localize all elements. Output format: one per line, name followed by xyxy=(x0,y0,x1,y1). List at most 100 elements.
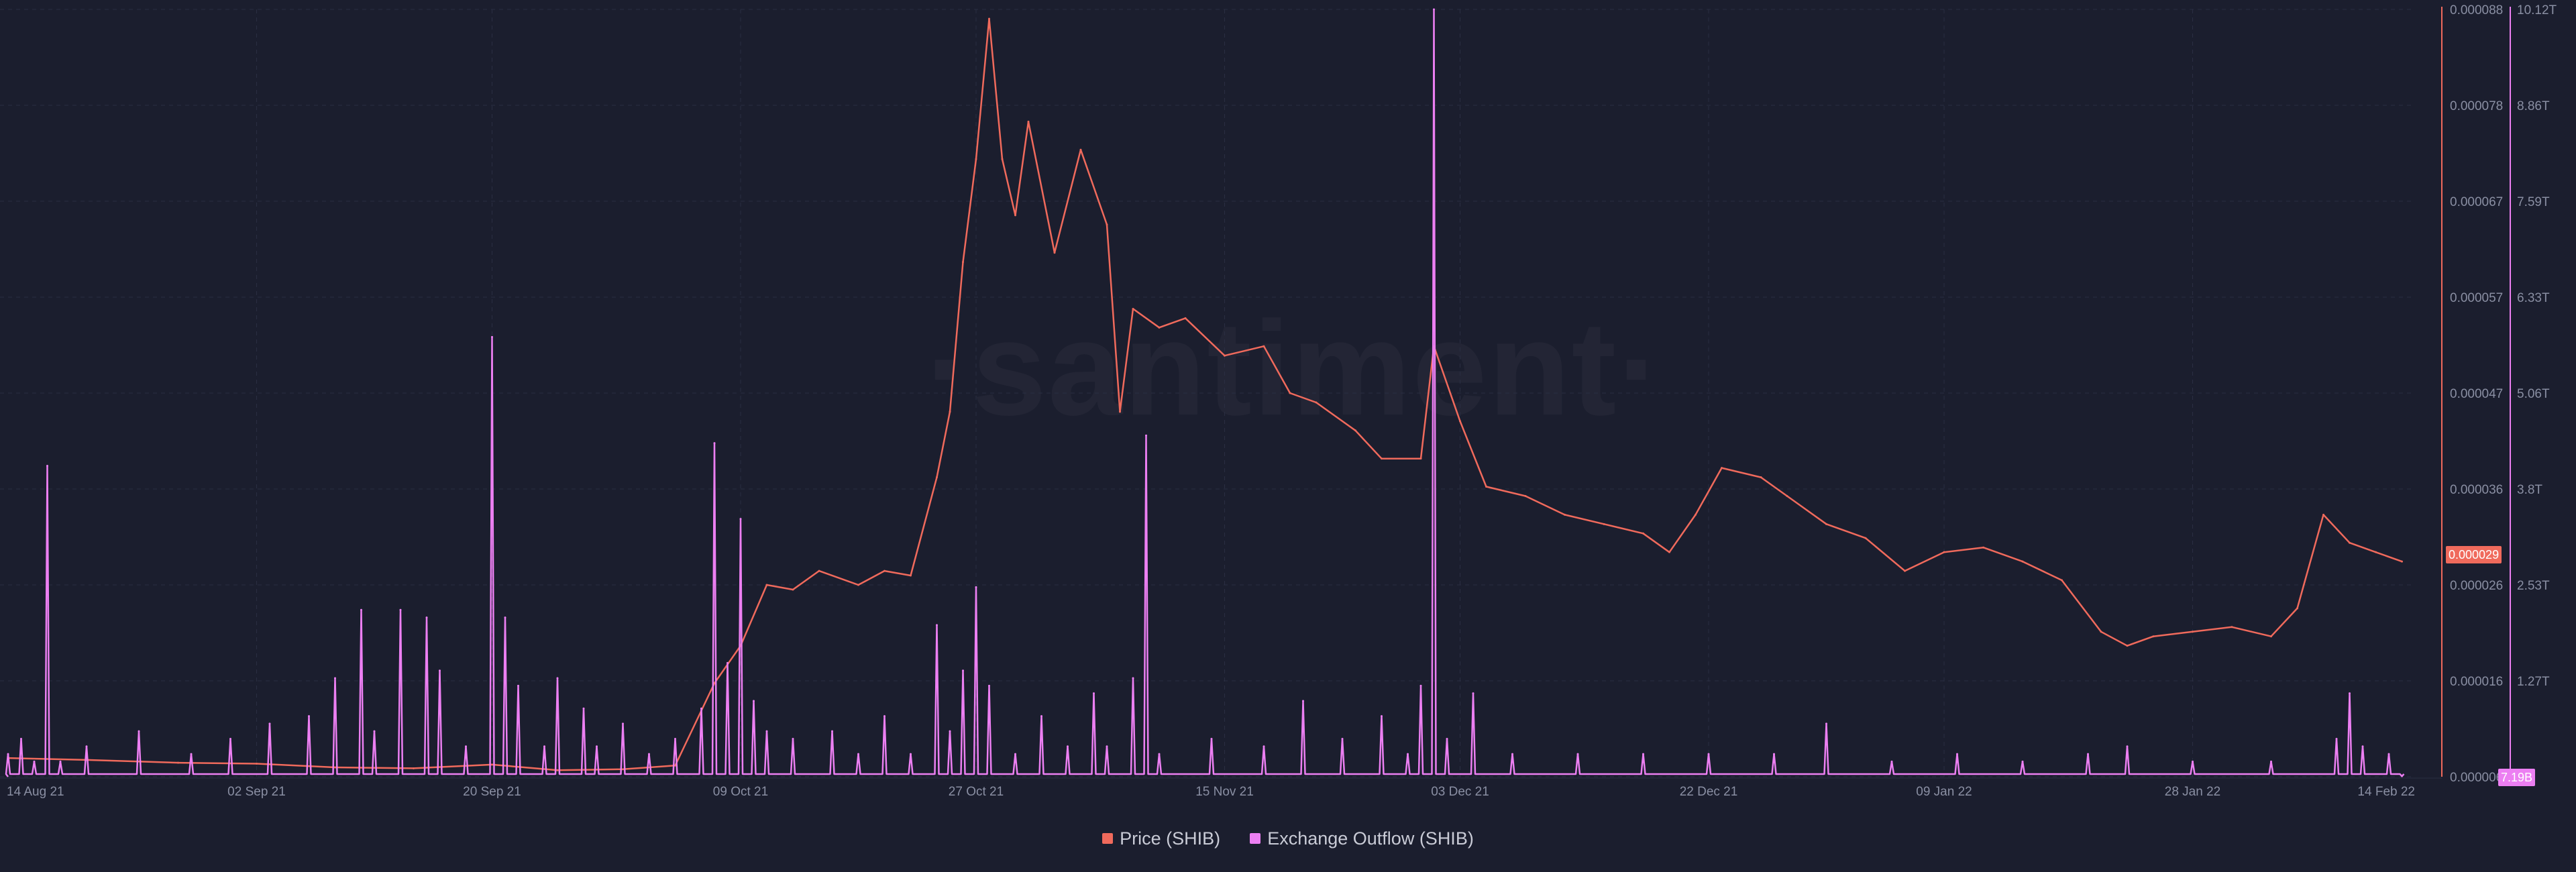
price-point xyxy=(1564,513,1566,516)
outflow-point xyxy=(753,700,755,702)
price-point xyxy=(334,766,336,769)
outflow-point xyxy=(727,661,729,664)
price-point xyxy=(256,762,258,765)
price-point xyxy=(2100,631,2102,633)
price-point xyxy=(1459,420,1461,423)
outflow-point xyxy=(622,722,624,725)
price-point xyxy=(2231,626,2233,629)
outflow-point xyxy=(59,760,62,763)
price-point xyxy=(765,584,768,586)
outflow-point xyxy=(1642,753,1644,755)
outflow-point xyxy=(268,722,271,725)
outflow-tick-label: 5.06T xyxy=(2517,387,2550,401)
legend: Price (SHIB) Exchange Outflow (SHIB) xyxy=(0,825,2576,852)
price-point xyxy=(1106,223,1108,226)
legend-label-outflow: Exchange Outflow (SHIB) xyxy=(1267,828,1474,849)
x-tick-label: 15 Nov 21 xyxy=(1195,785,1254,799)
axis-layer xyxy=(0,7,2511,779)
outflow-point xyxy=(1145,434,1147,437)
outflow-point xyxy=(543,745,545,748)
outflow-point xyxy=(674,737,676,740)
outflow-point xyxy=(962,669,964,672)
price-point xyxy=(491,763,493,766)
outflow-point xyxy=(2349,692,2351,695)
x-tick-label: 22 Dec 21 xyxy=(1680,785,1738,799)
legend-item-price[interactable]: Price (SHIB) xyxy=(1102,828,1220,849)
price-point xyxy=(1289,392,1291,394)
price-point xyxy=(674,764,676,767)
legend-label-price: Price (SHIB) xyxy=(1120,828,1221,849)
outflow-point xyxy=(2387,753,2390,755)
price-point xyxy=(1943,551,1945,553)
outflow-point xyxy=(190,753,193,755)
outflow-point xyxy=(138,730,140,732)
x-tick-label: 14 Aug 21 xyxy=(7,785,64,799)
outflow-tick-label: 3.8T xyxy=(2517,483,2542,497)
outflow-point xyxy=(229,737,231,740)
outflow-point xyxy=(334,677,336,679)
price-point xyxy=(1158,326,1161,329)
outflow-current-badge: 7.19B xyxy=(2498,769,2536,786)
price-tick-label: 0.000088 xyxy=(2450,3,2503,17)
price-point xyxy=(792,588,794,591)
outflow-point xyxy=(700,707,702,710)
outflow-point xyxy=(1040,715,1042,718)
x-tick-label: 28 Jan 22 xyxy=(2165,785,2220,799)
legend-swatch-outflow xyxy=(1250,833,1261,844)
price-point xyxy=(1760,476,1762,479)
outflow-tick-label: 6.33T xyxy=(2517,291,2550,305)
outflow-point xyxy=(360,608,362,611)
outflow-point xyxy=(739,518,742,521)
price-point xyxy=(818,569,820,572)
price-point xyxy=(1027,120,1030,123)
tick-layer: 0.000088 0.000078 0.000067 0.000057 0.000047… xyxy=(7,3,2557,799)
outflow-point xyxy=(7,753,9,755)
outflow-point xyxy=(1263,745,1265,748)
price-point xyxy=(556,769,559,771)
outflow-point xyxy=(308,715,310,718)
outflow-point xyxy=(1419,684,1422,687)
price-point xyxy=(2270,635,2272,638)
price-point xyxy=(988,17,990,20)
outflow-point xyxy=(582,707,585,710)
outflow-tick-label: 7.59T xyxy=(2517,195,2550,209)
outflow-point xyxy=(2270,760,2272,763)
outflow-point xyxy=(949,730,951,732)
outflow-point xyxy=(1093,692,1095,695)
outflow-point xyxy=(1407,753,1409,755)
outflow-point xyxy=(883,715,885,718)
outflow-point xyxy=(936,624,938,626)
price-point xyxy=(177,761,179,764)
price-point xyxy=(962,261,964,264)
price-tick-label: 0.000067 xyxy=(2450,195,2503,209)
outflow-point xyxy=(713,442,716,445)
outflow-point xyxy=(33,760,36,763)
x-tick-label: 03 Dec 21 xyxy=(1431,785,1489,799)
price-point xyxy=(1132,307,1134,310)
price-point xyxy=(1184,317,1187,319)
price-point xyxy=(883,569,885,572)
outflow-point xyxy=(1132,677,1134,679)
legend-item-outflow[interactable]: Exchange Outflow (SHIB) xyxy=(1250,828,1474,849)
price-point xyxy=(1864,537,1867,539)
outflow-point xyxy=(1956,753,1958,755)
price-point xyxy=(936,476,938,479)
price-point xyxy=(1695,513,1697,516)
outflow-point xyxy=(1511,753,1513,755)
outflow-point xyxy=(85,745,88,748)
outflow-point xyxy=(1014,753,1016,755)
outflow-point xyxy=(1707,753,1710,755)
price-point xyxy=(1354,429,1356,432)
outflow-point xyxy=(2335,737,2338,740)
price-point xyxy=(1485,486,1487,488)
outflow-tick-label: 1.27T xyxy=(2517,675,2550,689)
price-point xyxy=(413,767,415,769)
outflow-point xyxy=(1210,737,1213,740)
price-point xyxy=(1982,546,1984,549)
price-point xyxy=(2322,513,2324,516)
outflow-point xyxy=(465,745,467,748)
outflow-point xyxy=(857,753,859,755)
price-point xyxy=(910,574,912,577)
price-point xyxy=(1721,467,1723,470)
